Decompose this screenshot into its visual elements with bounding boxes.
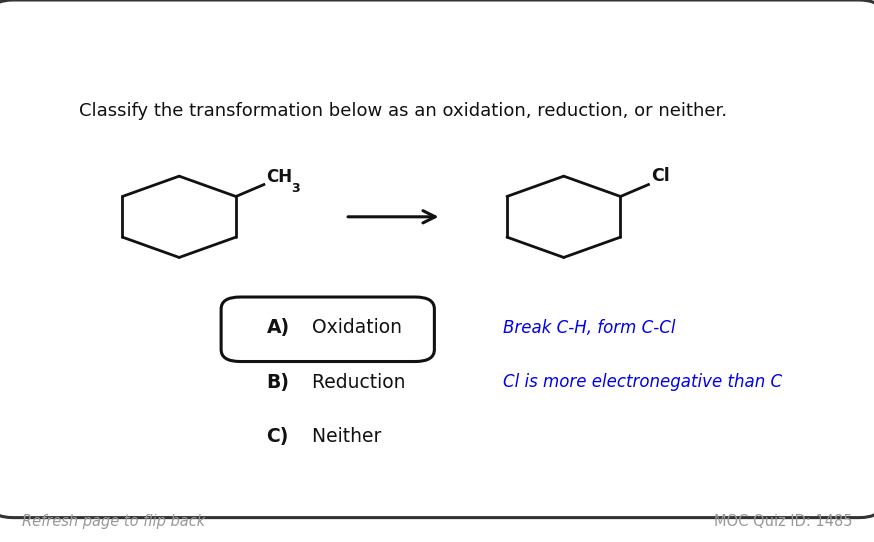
Text: Reduction: Reduction xyxy=(300,372,406,392)
Text: CH: CH xyxy=(267,168,293,186)
Text: Break C-H, form C-Cl: Break C-H, form C-Cl xyxy=(503,319,675,337)
Text: Neither: Neither xyxy=(300,427,381,446)
Text: Classify the transformation below as an oxidation, reduction, or neither.: Classify the transformation below as an … xyxy=(79,102,727,120)
Text: Oxidation: Oxidation xyxy=(300,318,402,338)
Text: A): A) xyxy=(267,318,289,338)
Text: 3: 3 xyxy=(291,182,300,195)
Text: Cl is more electronegative than C: Cl is more electronegative than C xyxy=(503,373,781,391)
FancyBboxPatch shape xyxy=(221,297,434,362)
Text: MOC Quiz ID: 1485: MOC Quiz ID: 1485 xyxy=(714,514,852,529)
FancyBboxPatch shape xyxy=(0,0,874,518)
Text: C): C) xyxy=(267,427,289,446)
Text: Cl: Cl xyxy=(651,167,669,185)
Text: Refresh page to flip back: Refresh page to flip back xyxy=(22,514,205,529)
Text: B): B) xyxy=(267,372,289,392)
